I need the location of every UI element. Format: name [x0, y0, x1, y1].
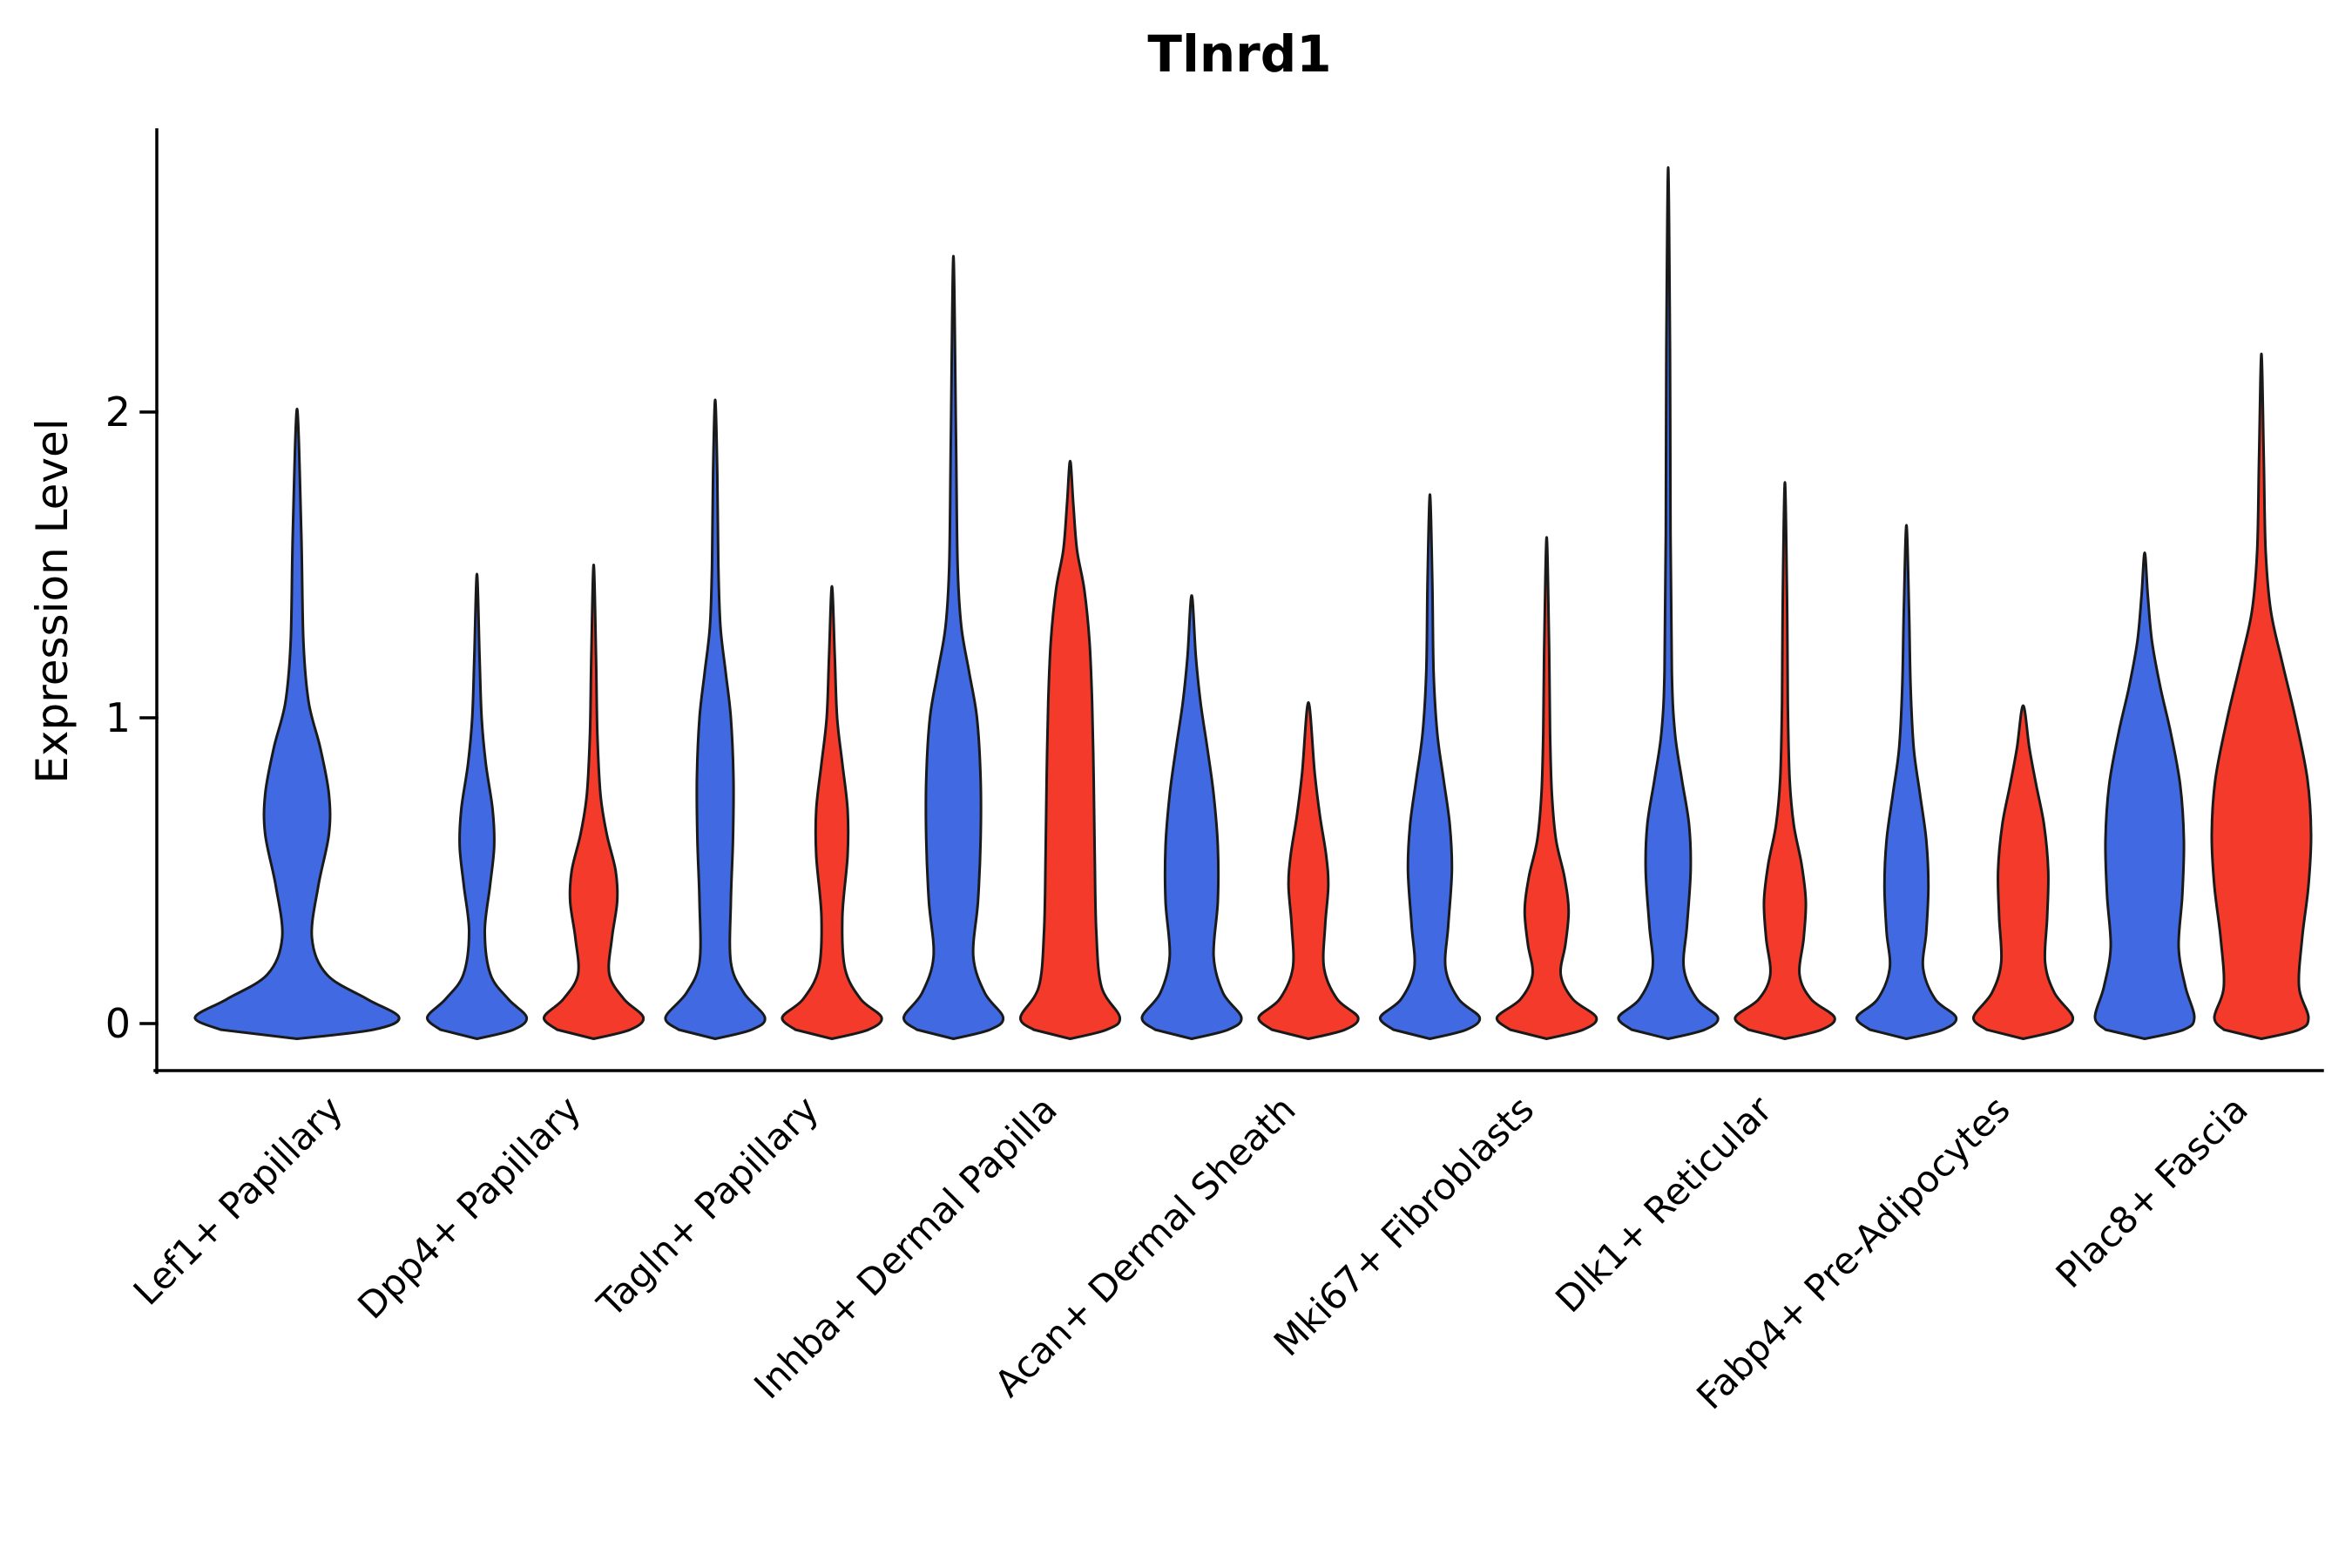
violin-7-red: [1734, 481, 1836, 1040]
violin-1-blue: [193, 408, 401, 1040]
y-axis-label: Expression Level: [27, 418, 78, 784]
violin-9-red: [2210, 352, 2313, 1040]
violin-2-blue: [426, 572, 529, 1040]
violin-2-red: [543, 564, 645, 1040]
violin-5-red: [1257, 701, 1360, 1040]
violin-8-blue: [1855, 524, 1958, 1040]
violin-8-red: [1972, 704, 2075, 1040]
violin-7-blue: [1617, 166, 1720, 1040]
y-tick-label: 1: [105, 694, 131, 741]
violin-5-blue: [1140, 594, 1243, 1040]
violin-9-blue: [2093, 551, 2196, 1040]
violin-4-blue: [902, 254, 1005, 1040]
violin-3-red: [781, 585, 883, 1040]
violin-4-red: [1019, 459, 1122, 1040]
violin-6-red: [1495, 536, 1598, 1040]
y-tick-label: 0: [105, 1000, 131, 1047]
violin-6-blue: [1378, 493, 1482, 1040]
chart-title: Tlnrd1: [1147, 24, 1332, 84]
violin-3-blue: [664, 398, 767, 1040]
y-tick-label: 2: [105, 389, 131, 436]
